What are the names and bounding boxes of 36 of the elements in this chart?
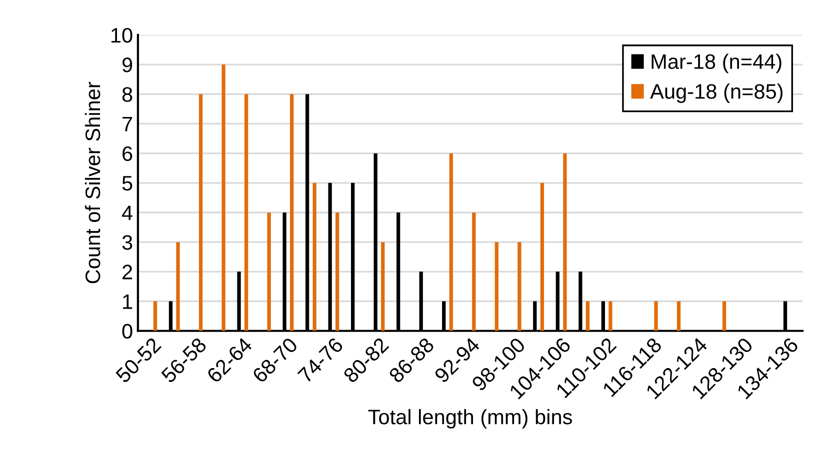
bar [472, 212, 476, 331]
bar [449, 153, 453, 331]
x-axis-title: Total length (mm) bins [368, 409, 572, 428]
bar [336, 212, 340, 331]
bar [608, 301, 612, 331]
y-tick-label: 5 [122, 176, 132, 191]
bar [381, 242, 385, 331]
y-tick-label: 3 [122, 235, 132, 250]
bar [654, 301, 658, 331]
bar [222, 64, 226, 331]
bar [518, 242, 522, 331]
bar [586, 301, 590, 331]
y-tick-label: 0 [122, 324, 132, 339]
bar [153, 301, 158, 331]
bar [563, 153, 567, 331]
bar [267, 212, 271, 331]
bar [176, 242, 180, 331]
y-tick-label: 2 [122, 264, 132, 280]
y-tick-label: 10 [111, 28, 132, 43]
y-tick-label: 4 [122, 206, 132, 220]
bar [540, 182, 544, 331]
bar [312, 182, 316, 331]
y-tick-label: 6 [122, 146, 132, 162]
y-tick-label: 1 [123, 294, 132, 309]
bar [244, 94, 248, 331]
bar [198, 94, 203, 331]
legend-label: Aug-18 (n=85) [650, 84, 783, 103]
y-tick-label: 8 [122, 87, 132, 102]
y-tick-label: 7 [122, 116, 132, 132]
y-axis-title: Count of Silver Shiner [84, 82, 100, 284]
y-tick-label: 9 [122, 58, 132, 72]
bar [494, 242, 498, 331]
bar [676, 301, 681, 331]
bar [722, 301, 726, 331]
legend-label: Mar-18 (n=44) [652, 54, 782, 74]
bar [290, 94, 294, 331]
